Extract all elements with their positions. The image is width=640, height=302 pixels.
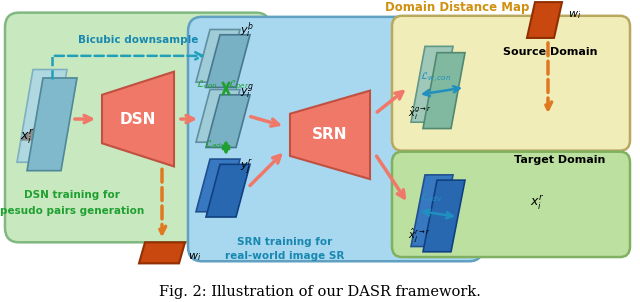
Text: $\mathcal{L}_{con}$: $\mathcal{L}_{con}$ (196, 79, 218, 91)
Polygon shape (21, 125, 67, 140)
Polygon shape (27, 78, 77, 171)
Polygon shape (290, 91, 370, 179)
Text: $x_i^r$: $x_i^r$ (530, 194, 545, 212)
FancyBboxPatch shape (188, 17, 483, 261)
Text: $w_i$: $w_i$ (568, 9, 581, 21)
Text: $\mathcal{L}_{adv}$: $\mathcal{L}_{adv}$ (204, 139, 227, 151)
Text: DSN: DSN (120, 111, 156, 127)
Text: real-world image SR: real-world image SR (225, 251, 345, 261)
Text: pesudo pairs generation: pesudo pairs generation (0, 206, 144, 216)
Text: Fig. 2: Illustration of our DASR framework.: Fig. 2: Illustration of our DASR framewo… (159, 285, 481, 299)
FancyBboxPatch shape (5, 13, 270, 242)
Polygon shape (196, 159, 240, 212)
Text: $\mathcal{L}_{per}$: $\mathcal{L}_{per}$ (228, 79, 250, 92)
Text: SRN: SRN (312, 127, 348, 142)
Text: $\mathcal{L}_{w,con}$: $\mathcal{L}_{w,con}$ (420, 71, 451, 85)
Text: $\mathcal{L}_{adv}$: $\mathcal{L}_{adv}$ (420, 191, 443, 204)
Polygon shape (411, 46, 453, 122)
Text: Bicubic downsample: Bicubic downsample (78, 35, 198, 45)
Polygon shape (206, 164, 250, 217)
Text: $y_i^g$: $y_i^g$ (240, 82, 254, 101)
Polygon shape (17, 69, 67, 162)
Text: Source Domain: Source Domain (503, 47, 597, 57)
Text: DSN training for: DSN training for (24, 190, 120, 200)
Text: $y_j^r$: $y_j^r$ (240, 158, 253, 177)
Text: Target Domain: Target Domain (515, 155, 605, 165)
FancyBboxPatch shape (392, 152, 630, 257)
Polygon shape (206, 35, 250, 88)
Text: $x_i^r$: $x_i^r$ (20, 127, 35, 146)
Polygon shape (423, 180, 465, 252)
Polygon shape (196, 90, 240, 142)
Text: SRN training for: SRN training for (237, 237, 333, 247)
Polygon shape (206, 95, 250, 147)
Polygon shape (139, 242, 185, 263)
Text: $\hat{x}_j^{r \rightarrow r}$: $\hat{x}_j^{r \rightarrow r}$ (408, 226, 431, 244)
Polygon shape (102, 72, 174, 166)
Polygon shape (196, 30, 240, 82)
Text: $y_i^b$: $y_i^b$ (240, 21, 254, 40)
Polygon shape (423, 53, 465, 129)
FancyBboxPatch shape (392, 16, 630, 151)
Text: Domain Distance Map: Domain Distance Map (385, 1, 529, 14)
Text: $\hat{x}_i^{g \rightarrow r}$: $\hat{x}_i^{g \rightarrow r}$ (408, 105, 432, 122)
Polygon shape (411, 175, 453, 246)
Text: $w_i$: $w_i$ (188, 251, 201, 263)
Polygon shape (527, 2, 562, 38)
